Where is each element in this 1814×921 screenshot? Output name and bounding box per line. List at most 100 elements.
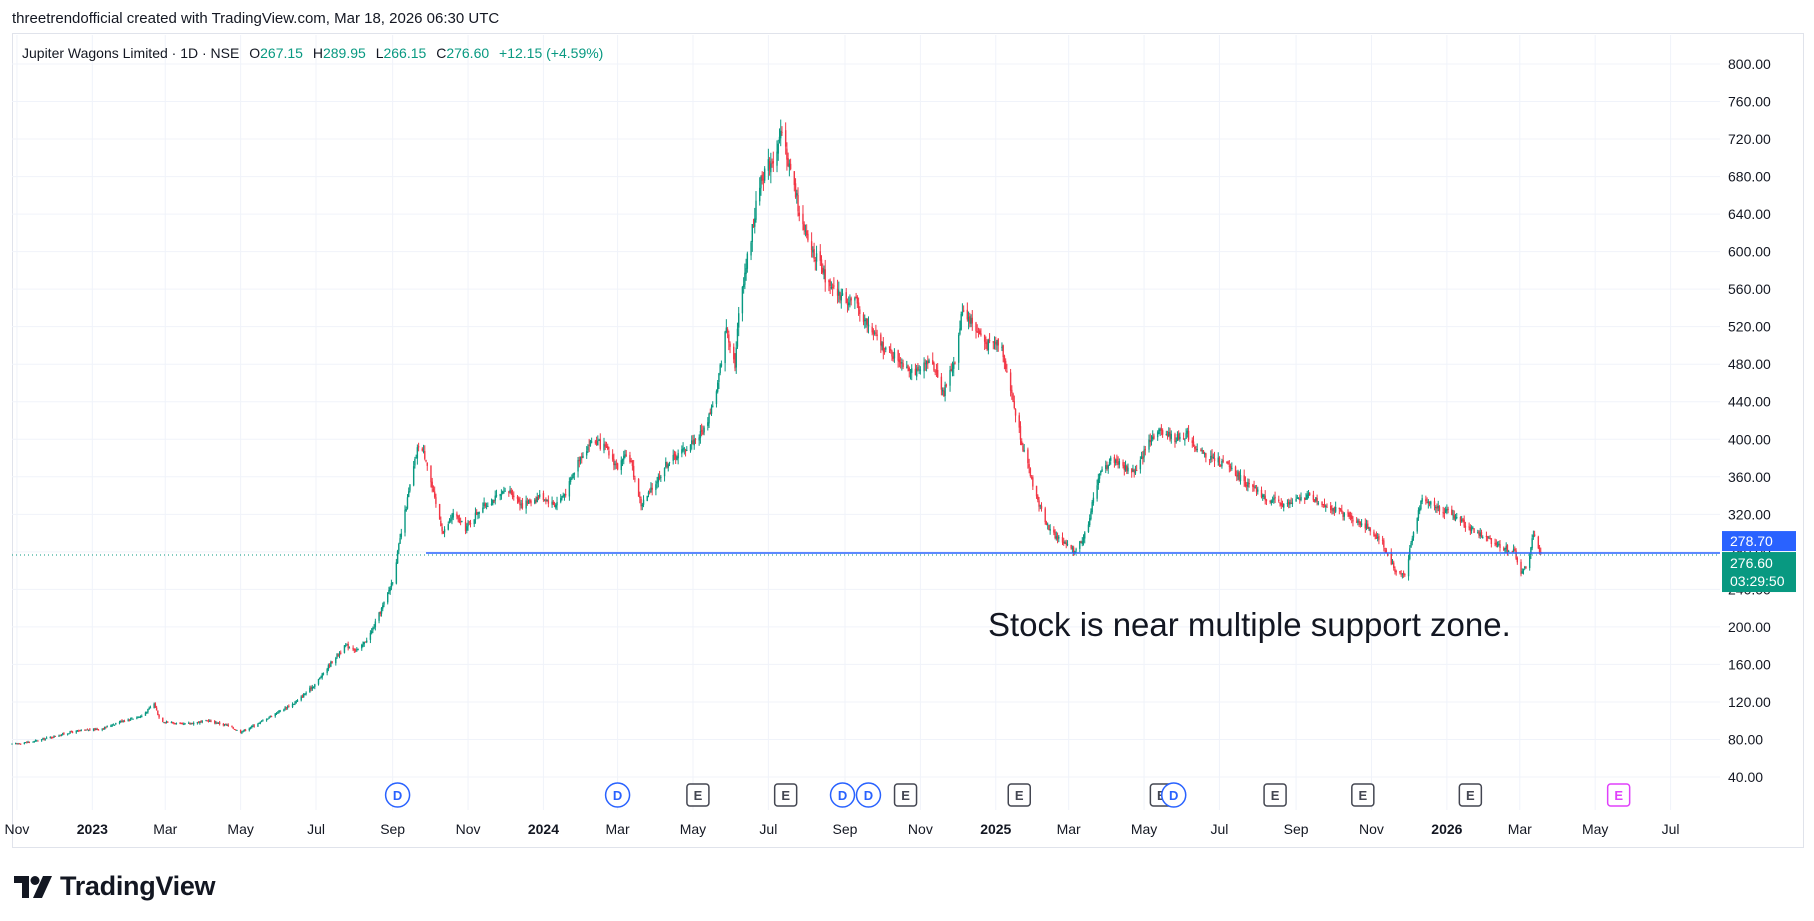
candle-body [1410,542,1412,548]
candle-body [1131,468,1133,473]
candle-body [115,723,117,725]
candle-body [1218,457,1221,466]
candle-body [236,729,238,731]
x-tick-label: 2023 [77,821,108,837]
candle-body [862,314,865,322]
tradingview-logo[interactable]: TradingView [14,871,216,902]
candle-body [1196,448,1198,450]
candle-body [242,731,244,733]
candle-body [127,719,129,722]
candle-body [1165,434,1168,436]
candle-body [33,741,35,743]
candle-body [1323,503,1326,508]
candle-body [32,741,34,743]
candle-body [1122,462,1124,466]
candle-body [1003,355,1006,363]
candle-body [310,687,312,690]
candle-body [741,286,744,314]
candle-body [1169,432,1171,441]
candle-body [1490,538,1493,544]
candle-body [893,352,896,359]
candle-body [201,720,204,722]
candle-body [1451,509,1453,515]
candle-body [914,368,917,376]
candle-body [421,448,424,451]
candle-body [849,300,851,302]
candle-body [959,328,961,335]
candle-body [244,729,247,731]
candle-body [1160,428,1163,431]
candle-body [689,444,692,452]
candle-body [715,391,718,405]
candle-body [1044,508,1046,523]
candle-body [787,158,789,167]
candle-body [793,171,796,186]
candle-body [94,728,96,730]
candle-body [391,582,394,584]
candle-body [346,644,348,646]
candle-body [1148,439,1150,450]
candle-body [459,521,462,523]
candle-body [1417,510,1420,519]
candle-body [700,429,703,432]
y-tick-label: 440.00 [1728,394,1771,410]
y-tick-label: 760.00 [1728,94,1771,110]
candle-body [461,521,463,523]
candle-body [1116,458,1118,463]
candle-body [934,371,936,373]
candle-body [1107,465,1109,469]
candle-body [1097,478,1100,486]
y-tick-label: 360.00 [1728,469,1771,485]
candle-body [1283,503,1285,508]
candle-body [1252,484,1254,487]
candle-body [353,649,356,651]
candle-body [761,174,763,181]
candle-body [96,729,98,731]
candle-body [1113,457,1116,463]
candle-body [1313,499,1316,502]
candle-body [361,644,363,649]
candle-body [66,733,69,735]
candle-body [243,729,246,732]
candle-body [966,309,969,320]
candle-body [563,494,566,497]
candle-body [89,729,91,731]
candle-body [1092,497,1095,503]
candle-body [1049,528,1051,531]
candle-body [1245,485,1248,487]
candle-body [118,722,121,724]
candle-body [1355,521,1358,523]
candle-body [993,341,996,343]
candle-body [504,490,506,492]
candle-body [1205,453,1207,458]
candle-body [456,513,458,517]
candle-body [441,526,443,532]
candle-body [503,492,505,494]
candle-body [1029,468,1032,476]
candle-body [553,504,556,507]
candle-body [336,654,338,658]
candle-body [1488,537,1490,539]
candle-body [34,740,37,742]
candle-body [1435,506,1437,508]
candle-body [1480,532,1483,537]
candle-body [1507,551,1510,553]
candle-body [911,368,913,373]
candle-body [518,498,520,502]
candle-body [1357,520,1359,523]
candle-body [677,453,679,459]
candle-body [1376,537,1379,539]
earnings-marker-label: E [1015,788,1024,803]
candle-body [370,631,373,634]
candle-body [599,439,601,449]
candle-body [771,162,773,164]
candle-body [605,446,608,448]
candle-body [1407,559,1410,577]
candle-body [786,148,788,160]
candle-body [712,405,714,408]
y-tick-label: 640.00 [1728,206,1771,222]
y-axis: 40.0080.00120.00160.00200.00240.00280.00… [1728,56,1771,785]
candle-body [1046,523,1049,525]
candle-body [1264,495,1266,501]
